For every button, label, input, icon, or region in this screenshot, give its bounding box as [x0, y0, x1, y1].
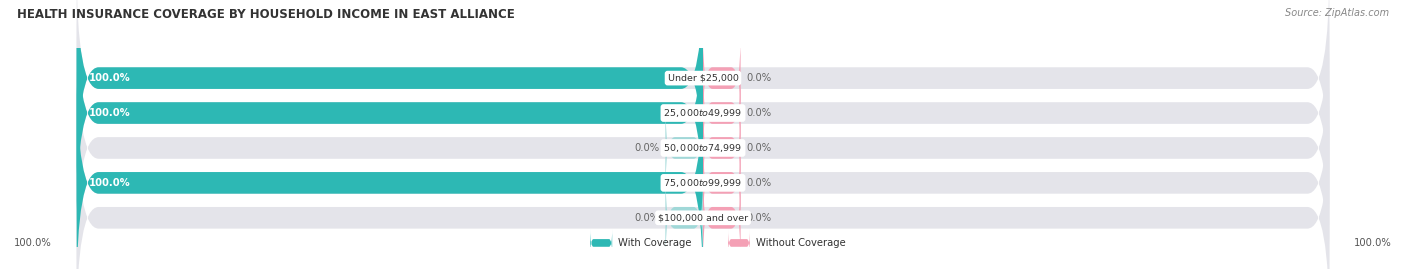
Text: 0.0%: 0.0% — [747, 143, 772, 153]
Text: Source: ZipAtlas.com: Source: ZipAtlas.com — [1285, 8, 1389, 18]
FancyBboxPatch shape — [77, 72, 703, 269]
FancyBboxPatch shape — [703, 72, 741, 155]
FancyBboxPatch shape — [77, 37, 1329, 259]
Text: Under $25,000: Under $25,000 — [668, 74, 738, 83]
Text: Without Coverage: Without Coverage — [756, 238, 846, 248]
Text: $50,000 to $74,999: $50,000 to $74,999 — [664, 142, 742, 154]
Text: 100.0%: 100.0% — [1354, 238, 1392, 248]
Text: HEALTH INSURANCE COVERAGE BY HOUSEHOLD INCOME IN EAST ALLIANCE: HEALTH INSURANCE COVERAGE BY HOUSEHOLD I… — [17, 8, 515, 21]
Text: 0.0%: 0.0% — [634, 213, 659, 223]
FancyBboxPatch shape — [665, 107, 703, 189]
FancyBboxPatch shape — [77, 0, 1329, 189]
Text: 0.0%: 0.0% — [634, 143, 659, 153]
Text: 0.0%: 0.0% — [747, 178, 772, 188]
FancyBboxPatch shape — [77, 2, 1329, 224]
FancyBboxPatch shape — [703, 141, 741, 224]
FancyBboxPatch shape — [703, 107, 741, 189]
FancyBboxPatch shape — [591, 229, 612, 257]
FancyBboxPatch shape — [77, 72, 1329, 269]
Text: 0.0%: 0.0% — [747, 108, 772, 118]
FancyBboxPatch shape — [728, 229, 749, 257]
Text: 100.0%: 100.0% — [89, 178, 131, 188]
Text: 0.0%: 0.0% — [747, 73, 772, 83]
Text: With Coverage: With Coverage — [619, 238, 692, 248]
Text: 100.0%: 100.0% — [89, 73, 131, 83]
Text: $75,000 to $99,999: $75,000 to $99,999 — [664, 177, 742, 189]
FancyBboxPatch shape — [665, 176, 703, 259]
FancyBboxPatch shape — [703, 37, 741, 120]
Text: $100,000 and over: $100,000 and over — [658, 213, 748, 222]
Text: 100.0%: 100.0% — [89, 108, 131, 118]
Text: 100.0%: 100.0% — [14, 238, 52, 248]
Text: 0.0%: 0.0% — [747, 213, 772, 223]
FancyBboxPatch shape — [703, 176, 741, 259]
FancyBboxPatch shape — [77, 107, 1329, 269]
Text: $25,000 to $49,999: $25,000 to $49,999 — [664, 107, 742, 119]
FancyBboxPatch shape — [77, 0, 703, 189]
FancyBboxPatch shape — [77, 2, 703, 224]
